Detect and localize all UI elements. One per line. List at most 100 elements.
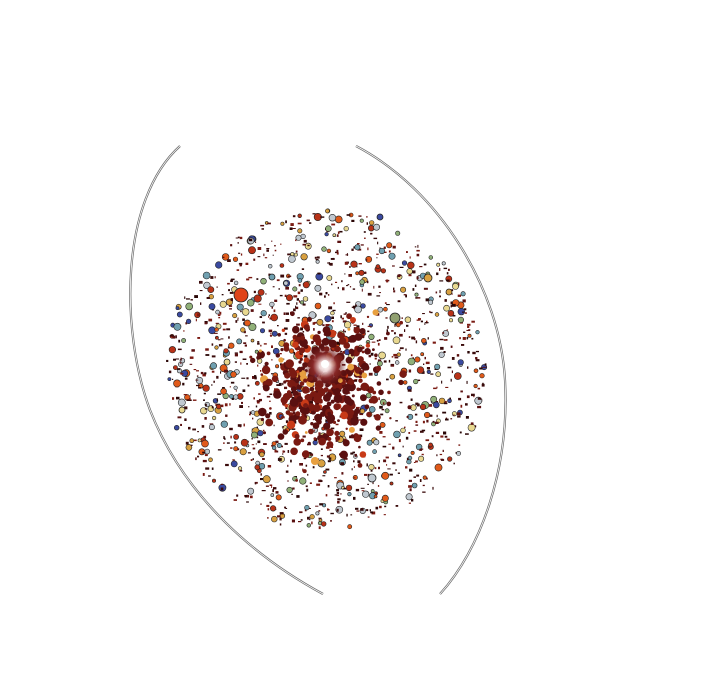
particle bbox=[316, 483, 321, 486]
particle bbox=[204, 372, 207, 375]
particle bbox=[358, 375, 362, 378]
particle bbox=[386, 279, 389, 283]
particle bbox=[240, 327, 246, 333]
particle bbox=[302, 243, 306, 246]
core-particle bbox=[360, 394, 367, 402]
core-particle bbox=[333, 403, 341, 411]
particle bbox=[273, 309, 276, 313]
particle bbox=[233, 394, 239, 400]
particle bbox=[197, 431, 199, 433]
core-particle bbox=[295, 479, 298, 482]
particle bbox=[315, 259, 320, 264]
particle bbox=[306, 219, 310, 222]
particle bbox=[302, 331, 305, 333]
particle bbox=[328, 294, 330, 296]
core-particle bbox=[290, 447, 298, 456]
particle bbox=[410, 354, 413, 357]
core-particle bbox=[358, 445, 361, 449]
particle bbox=[393, 353, 398, 357]
particle bbox=[407, 455, 413, 461]
particle bbox=[271, 359, 273, 361]
particle bbox=[381, 471, 390, 480]
core-particle bbox=[314, 413, 323, 422]
particle bbox=[317, 459, 326, 468]
particle bbox=[287, 275, 292, 278]
particle bbox=[288, 255, 296, 263]
particle bbox=[477, 387, 481, 390]
particle bbox=[401, 260, 408, 266]
particle bbox=[378, 466, 380, 470]
particle bbox=[299, 463, 303, 466]
particle bbox=[376, 257, 378, 259]
particle bbox=[465, 433, 469, 435]
particle bbox=[419, 403, 427, 411]
particle bbox=[380, 413, 384, 416]
particle bbox=[419, 448, 423, 451]
particle bbox=[298, 300, 300, 303]
particle bbox=[416, 253, 420, 257]
core-particle bbox=[347, 363, 355, 371]
particle bbox=[374, 357, 377, 360]
particle bbox=[373, 494, 378, 499]
particle bbox=[285, 420, 289, 424]
core-particle bbox=[294, 433, 300, 439]
particle bbox=[200, 371, 204, 375]
particle bbox=[410, 398, 413, 401]
particle bbox=[355, 507, 359, 510]
particle bbox=[461, 344, 465, 346]
particle bbox=[339, 415, 341, 418]
particle bbox=[440, 346, 444, 350]
particle bbox=[203, 435, 207, 439]
particle bbox=[247, 384, 250, 387]
particle bbox=[302, 435, 306, 438]
particle bbox=[224, 369, 228, 373]
particle bbox=[291, 228, 296, 229]
particle bbox=[439, 280, 444, 282]
particle bbox=[415, 443, 423, 451]
particle bbox=[324, 295, 326, 298]
particle bbox=[311, 521, 313, 525]
particle bbox=[395, 420, 398, 422]
particle bbox=[203, 392, 206, 395]
particle bbox=[357, 243, 360, 245]
particle bbox=[393, 290, 396, 293]
particle bbox=[411, 498, 414, 502]
particle bbox=[218, 316, 221, 319]
particle bbox=[328, 306, 333, 310]
particle bbox=[255, 405, 258, 408]
core-particle bbox=[284, 403, 289, 408]
particle bbox=[223, 348, 229, 354]
particle bbox=[260, 310, 267, 317]
particle bbox=[395, 322, 397, 325]
particle bbox=[443, 351, 446, 353]
particle bbox=[379, 405, 383, 409]
particle bbox=[258, 393, 261, 395]
particle bbox=[393, 430, 401, 439]
core-particle bbox=[346, 398, 354, 406]
particle bbox=[268, 314, 270, 316]
core-particle bbox=[302, 386, 310, 394]
particle bbox=[466, 380, 468, 384]
particle bbox=[395, 230, 401, 236]
particle bbox=[386, 329, 388, 333]
particle bbox=[184, 418, 187, 421]
particle bbox=[372, 481, 374, 485]
particle bbox=[196, 375, 199, 377]
particle bbox=[383, 459, 387, 463]
core-particle bbox=[342, 351, 345, 354]
particle bbox=[429, 310, 431, 313]
particle bbox=[237, 242, 239, 244]
particle bbox=[243, 330, 246, 334]
particle bbox=[425, 477, 428, 480]
particle bbox=[211, 343, 214, 346]
particle bbox=[450, 304, 452, 308]
particle bbox=[331, 316, 334, 319]
particle bbox=[295, 306, 299, 310]
particle bbox=[264, 257, 268, 259]
particle bbox=[380, 268, 387, 274]
particle bbox=[372, 449, 377, 454]
particle bbox=[260, 224, 265, 227]
particle bbox=[431, 435, 434, 438]
core-particle bbox=[308, 428, 314, 435]
particle bbox=[425, 361, 430, 365]
